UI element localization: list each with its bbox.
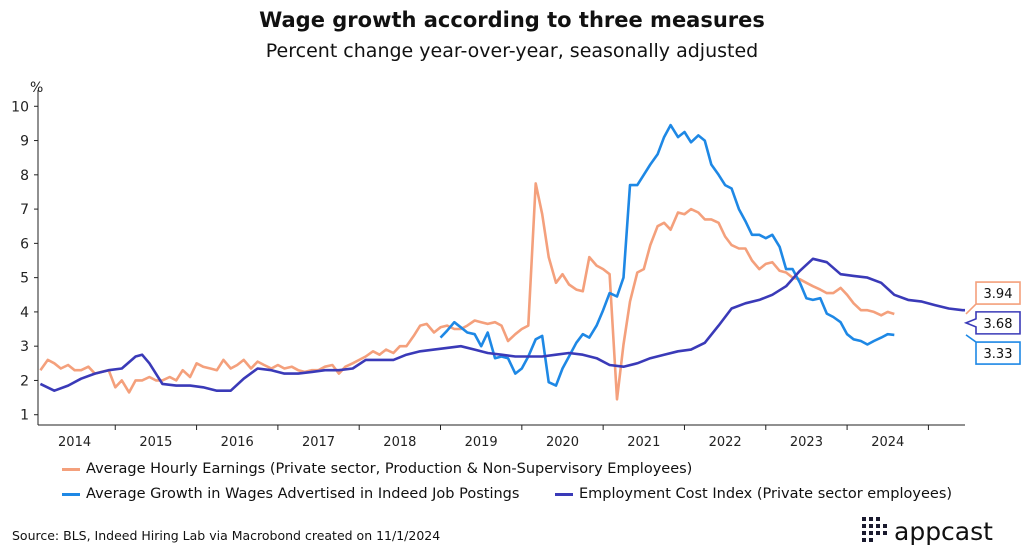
line-chart: % 1 2 3 4 5 6 7 8 9 10 2014 2015 2016 2017 2018 2019 2020…: [11, 80, 1021, 450]
legend-swatch-ahe: [62, 467, 80, 471]
x-tick-label: 2021: [627, 435, 660, 450]
x-tick-label: 2017: [302, 435, 335, 450]
end-label-eci-box: [963, 311, 1021, 335]
appcast-logo: appcast: [860, 516, 993, 546]
appcast-grid-icon: [862, 517, 887, 542]
y-tick-label: 4: [20, 305, 29, 321]
y-tick-label: 9: [20, 134, 29, 150]
x-tick-label: 2016: [221, 435, 254, 450]
legend-swatch-eci: [555, 492, 573, 496]
legend-label-indeed: Average Growth in Wages Advertised in In…: [86, 486, 520, 502]
end-label-indeed: 3.33: [965, 334, 1021, 365]
x-tick-label: 2022: [709, 435, 742, 450]
y-tick-label: 10: [11, 99, 29, 115]
x-tick-label: 2020: [546, 435, 579, 450]
end-label-eci-text: 3.68: [984, 317, 1013, 332]
y-tick-label: 5: [20, 271, 29, 287]
end-label-eci: 3.68: [963, 311, 1021, 335]
series-line-average-hourly-earnings: [39, 182, 895, 401]
x-tick-label: 2014: [58, 435, 91, 450]
end-label-indeed-box: [965, 334, 1021, 365]
legend-label-eci: Employment Cost Index (Private sector em…: [579, 486, 953, 502]
source-note: Source: BLS, Indeed Hiring Lab via Macro…: [12, 528, 441, 543]
x-tick-label: 2024: [871, 435, 904, 450]
end-label-indeed-text: 3.33: [984, 347, 1013, 362]
legend-item-indeed: Average Growth in Wages Advertised in In…: [62, 486, 519, 502]
y-axis-label: %: [30, 80, 43, 96]
y-tick-label: 3: [20, 339, 29, 355]
chart-subtitle: Percent change year-over-year, seasonall…: [265, 40, 759, 62]
chart-title: Wage growth according to three measures: [259, 8, 765, 32]
y-tick-label: 1: [20, 408, 29, 424]
x-tick-label: 2015: [139, 435, 172, 450]
y-tick-label: 7: [20, 202, 29, 218]
legend-label-ahe: Average Hourly Earnings (Private sector,…: [86, 461, 693, 477]
legend-item-eci: Employment Cost Index (Private sector em…: [555, 486, 952, 502]
end-label-ahe: 3.94: [965, 281, 1021, 315]
brand-name: appcast: [894, 516, 993, 546]
legend-item-ahe: Average Hourly Earnings (Private sector,…: [62, 461, 692, 477]
y-tick-label: 6: [20, 236, 29, 252]
x-tick-label: 2018: [383, 435, 416, 450]
y-tick-label: 8: [20, 168, 29, 184]
series-line-indeed-postings: [439, 123, 895, 387]
legend-swatch-indeed: [62, 492, 80, 496]
x-tick-label: 2023: [790, 435, 823, 450]
x-tick-label: 2019: [465, 435, 498, 450]
end-label-ahe-box: [965, 281, 1021, 315]
end-label-ahe-text: 3.94: [984, 287, 1013, 302]
series-line-employment-cost-index: [39, 257, 965, 392]
y-tick-label: 2: [20, 373, 29, 389]
